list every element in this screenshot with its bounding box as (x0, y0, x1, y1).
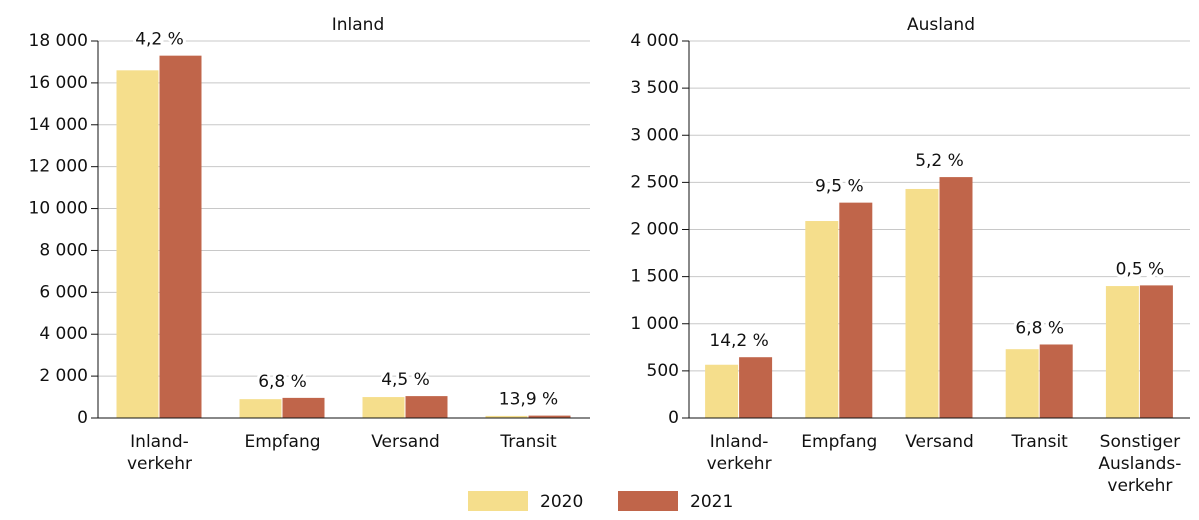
y-tick-label: 3 500 (630, 78, 679, 98)
x-tick-label: Sonstiger Auslands-verkehr (1098, 432, 1181, 496)
bar (159, 55, 202, 419)
bar (905, 188, 939, 418)
x-tick-label: Transit (1011, 432, 1069, 452)
x-tick-label: Versand (905, 432, 974, 452)
legend-label: 2020 (540, 492, 583, 512)
chart-title: Inland (332, 15, 385, 35)
y-tick-label: 16 000 (29, 73, 88, 93)
annotation: 4,5 % (381, 370, 430, 390)
annotation: 13,9 % (499, 390, 558, 410)
y-tick-label: 2 500 (630, 172, 679, 192)
y-tick-label: 1 000 (630, 314, 679, 334)
bar (1139, 285, 1173, 418)
y-tick-label: 12 000 (29, 157, 88, 177)
y-tick-label: 10 000 (29, 199, 88, 219)
annotation: 6,8 % (1015, 318, 1064, 338)
annotation: 14,2 % (709, 331, 768, 351)
x-tick-label: Inland-verkehr (707, 432, 772, 474)
bar (939, 177, 973, 418)
bar (1105, 286, 1139, 418)
y-tick-label: 0 (77, 408, 88, 428)
bar (739, 357, 773, 418)
legend-swatch (468, 491, 528, 511)
bar (528, 415, 571, 418)
bar (1039, 344, 1073, 418)
annotation: 0,5 % (1116, 259, 1165, 279)
annotation: 4,2 % (135, 30, 184, 50)
y-tick-label: 0 (668, 408, 679, 428)
x-tick-label: Transit (499, 432, 557, 452)
x-tick-label: Versand (371, 432, 440, 452)
y-tick-label: 1 500 (630, 267, 679, 287)
bar (805, 221, 839, 418)
annotation: 5,2 % (915, 151, 964, 171)
bar (239, 399, 282, 418)
y-tick-label: 2 000 (630, 220, 679, 240)
bar (405, 396, 448, 418)
legend-label: 2021 (690, 492, 733, 512)
bar (1005, 349, 1039, 418)
y-tick-label: 6 000 (39, 282, 88, 302)
x-tick-label: Empfang (801, 432, 877, 452)
y-tick-label: 18 000 (29, 31, 88, 51)
annotation: 9,5 % (815, 177, 864, 197)
bar (839, 202, 873, 418)
y-tick-label: 8 000 (39, 240, 88, 260)
x-tick-label: Empfang (244, 432, 320, 452)
y-tick-label: 4 000 (630, 31, 679, 51)
y-tick-label: 500 (647, 361, 679, 381)
bar (116, 70, 159, 419)
bar (485, 415, 528, 418)
bar (705, 364, 739, 418)
bar (282, 397, 325, 418)
annotation: 6,8 % (258, 372, 307, 392)
x-tick-label: Inland-verkehr (127, 432, 192, 474)
y-tick-label: 4 000 (39, 324, 88, 344)
y-tick-label: 14 000 (29, 115, 88, 135)
bar (362, 397, 405, 418)
y-tick-label: 3 000 (630, 125, 679, 145)
chart-title: Ausland (907, 15, 975, 35)
y-tick-label: 2 000 (39, 366, 88, 386)
legend-swatch (618, 491, 678, 511)
